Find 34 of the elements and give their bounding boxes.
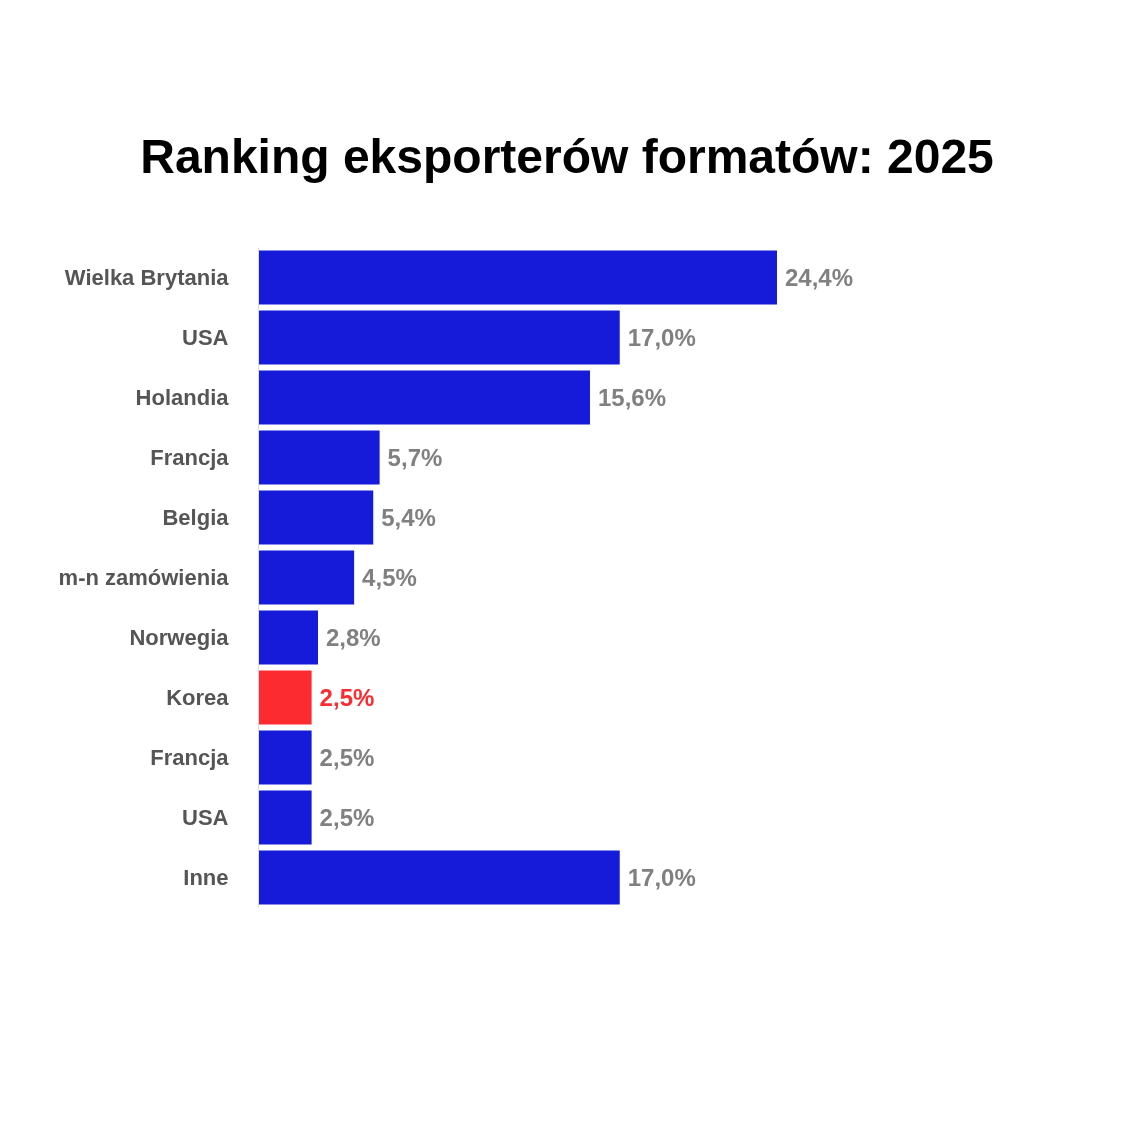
bar [258, 730, 312, 785]
y-tick-label: Korea [166, 685, 230, 710]
y-tick-label: Francja [150, 745, 230, 770]
bar [258, 610, 318, 665]
data-label: 2,5% [319, 684, 375, 711]
y-tick-label: Inne [183, 865, 229, 890]
bar [258, 370, 590, 425]
data-label: 5,7% [387, 444, 443, 471]
bar [258, 790, 312, 845]
data-label: 2,8% [326, 624, 381, 651]
data-label: 24,4% [784, 264, 854, 291]
bar [258, 850, 620, 905]
y-tick-label: Norwegia [129, 625, 230, 650]
y-tick-label: Francja [150, 445, 230, 470]
data-label: 5,4% [381, 504, 436, 531]
y-tick-label: Holandia [135, 385, 230, 410]
bar [258, 310, 620, 365]
y-tick-label: USA [182, 325, 229, 350]
bar [258, 490, 374, 545]
bar [258, 670, 312, 725]
data-label: 2,5% [319, 804, 375, 831]
chart-title: Ranking eksporterów formatów: 2025 [140, 129, 994, 183]
y-tick-label: Wielka Brytania [64, 265, 230, 290]
data-label: 2,5% [319, 744, 375, 771]
bar [258, 430, 380, 485]
bar [258, 250, 777, 305]
y-tick-label: m-n zamówienia [58, 565, 230, 590]
data-label: 17,0% [627, 324, 696, 351]
y-tick-label: USA [182, 805, 229, 830]
data-label: 17,0% [627, 864, 696, 891]
data-label: 15,6% [597, 384, 667, 411]
y-tick-label: Belgia [162, 505, 230, 530]
bar [258, 550, 355, 605]
data-label: 4,5% [362, 564, 417, 591]
